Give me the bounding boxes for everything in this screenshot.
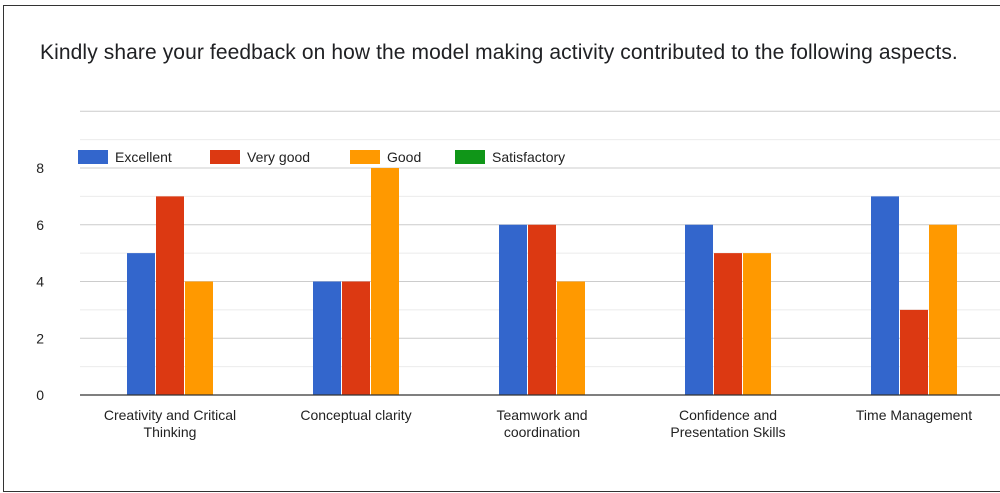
legend: Excellent Very good Good Satisfactory: [78, 149, 565, 165]
x-category-label: Teamwork and: [496, 407, 587, 423]
legend-swatch: [350, 150, 380, 164]
y-tick-label: 0: [36, 387, 44, 403]
legend-swatch: [210, 150, 240, 164]
bar-very-good[interactable]: [900, 309, 928, 395]
bar-very-good[interactable]: [342, 281, 370, 396]
x-category-label: Time Management: [856, 407, 972, 423]
bar-good[interactable]: [929, 224, 957, 395]
legend-label[interactable]: Satisfactory: [492, 149, 565, 165]
x-category-label: Thinking: [144, 424, 197, 440]
y-tick-label: 2: [36, 330, 44, 346]
bar-good[interactable]: [557, 281, 585, 396]
y-tick-label: 4: [36, 274, 44, 290]
x-category-label: Conceptual clarity: [300, 407, 411, 423]
x-category-label: Confidence and: [679, 407, 777, 423]
bar-excellent[interactable]: [499, 224, 527, 395]
bar-very-good[interactable]: [156, 196, 184, 395]
bar-excellent[interactable]: [685, 224, 713, 395]
legend-label[interactable]: Good: [387, 149, 421, 165]
x-category-label: Creativity and Critical: [104, 407, 236, 423]
bar-excellent[interactable]: [127, 253, 155, 395]
legend-swatch: [78, 150, 108, 164]
y-tick-label: 8: [36, 160, 44, 176]
bar-good[interactable]: [185, 281, 213, 396]
legend-swatch: [455, 150, 485, 164]
question-title: Kindly share your feedback on how the mo…: [40, 41, 958, 64]
y-tick-label: 6: [36, 217, 44, 233]
x-category-label: coordination: [504, 424, 580, 440]
bar-excellent[interactable]: [313, 281, 341, 396]
legend-label[interactable]: Excellent: [115, 149, 172, 165]
bars: [127, 168, 957, 395]
bar-good[interactable]: [743, 253, 771, 395]
bar-very-good[interactable]: [714, 253, 742, 395]
x-category-label: Presentation Skills: [670, 424, 785, 440]
bar-very-good[interactable]: [528, 224, 556, 395]
legend-label[interactable]: Very good: [247, 149, 310, 165]
bar-excellent[interactable]: [871, 196, 899, 395]
bar-good[interactable]: [371, 168, 399, 395]
